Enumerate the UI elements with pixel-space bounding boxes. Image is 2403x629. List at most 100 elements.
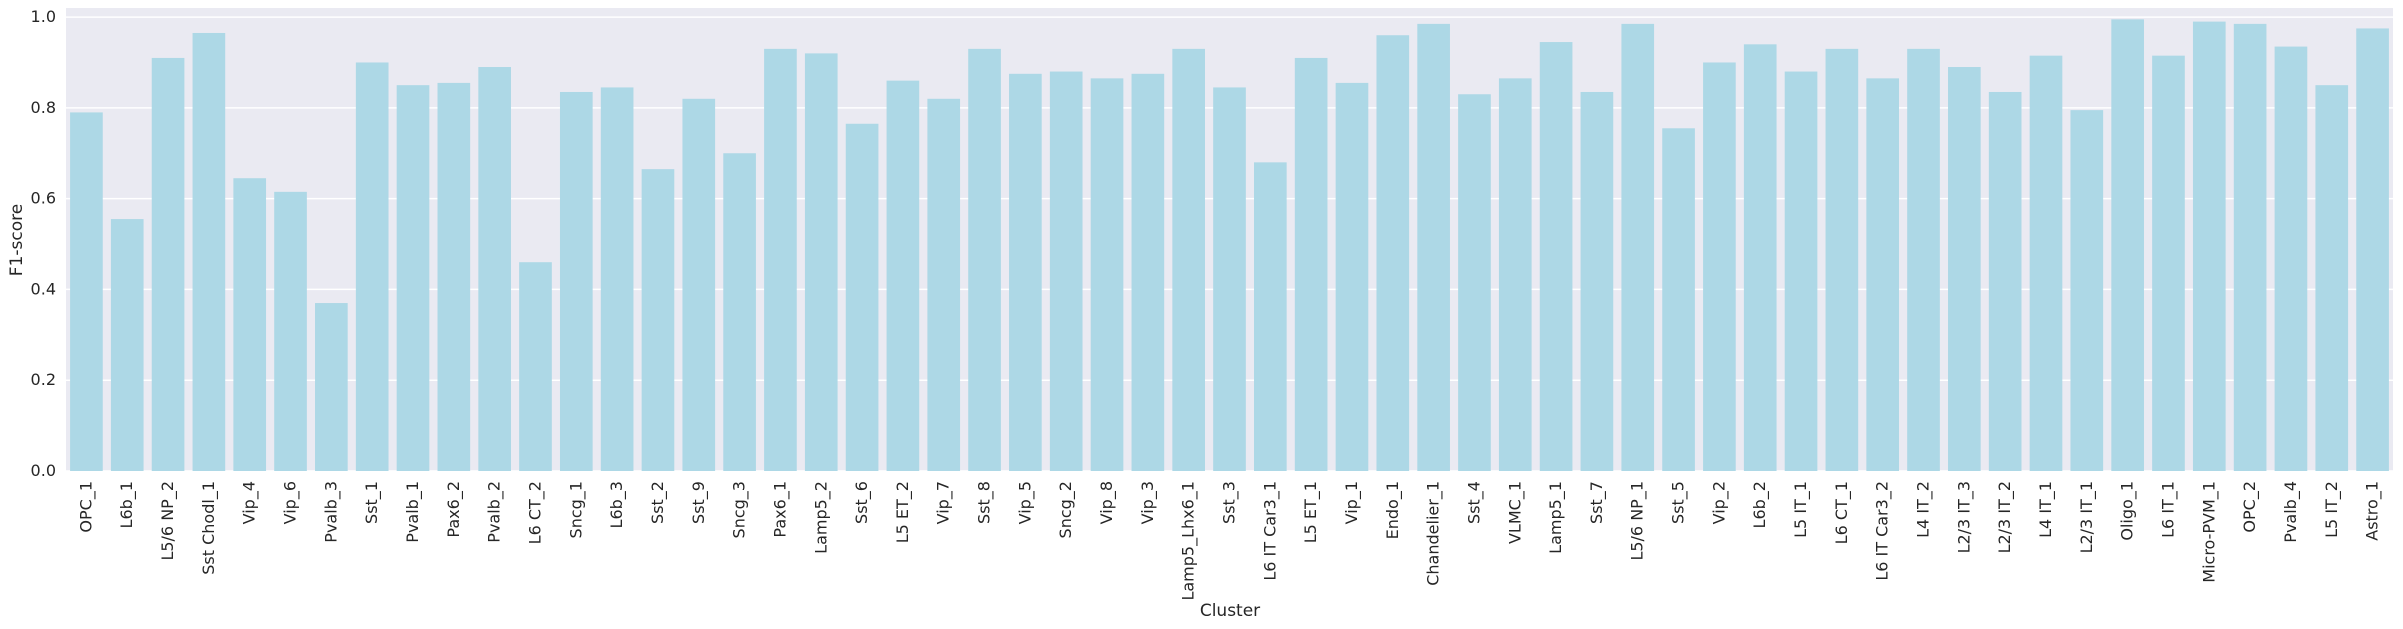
x-tick-label: Sst_5 bbox=[1669, 481, 1689, 524]
bar bbox=[70, 112, 103, 471]
x-tick-label: L6b_2 bbox=[1750, 481, 1770, 528]
bar bbox=[2152, 55, 2185, 471]
x-tick-label: Sst_1 bbox=[362, 481, 382, 524]
x-tick-label: Vip_7 bbox=[934, 481, 954, 524]
bar bbox=[845, 123, 879, 471]
bar bbox=[804, 53, 838, 472]
bar bbox=[886, 80, 920, 472]
bar bbox=[192, 32, 226, 471]
x-tick-label: L2/3 IT_2 bbox=[1995, 481, 2015, 553]
x-tick-label: Vip_8 bbox=[1097, 481, 1117, 524]
x-tick-label: L5 ET_1 bbox=[1301, 481, 1321, 543]
x-tick-label: OPC_2 bbox=[2240, 481, 2260, 533]
bar bbox=[2070, 110, 2104, 471]
x-tick-label: Sst_4 bbox=[1464, 481, 1484, 524]
x-tick-label: Lamp5_Lhx6_1 bbox=[1179, 481, 1199, 601]
bar bbox=[927, 98, 961, 472]
x-tick-label: Pvalb_3 bbox=[321, 481, 341, 543]
x-tick-label: Vip_4 bbox=[240, 481, 260, 524]
x-tick-label: Vip_5 bbox=[1015, 481, 1035, 524]
x-tick-label: L4 IT_1 bbox=[2036, 481, 2056, 538]
x-tick-label: L5 IT_1 bbox=[1791, 481, 1811, 538]
bar bbox=[1009, 73, 1042, 471]
bar bbox=[2233, 23, 2267, 471]
x-tick-label: Lamp5_1 bbox=[1546, 481, 1566, 554]
x-tick-label: L2/3 IT_3 bbox=[1954, 481, 1974, 553]
bar bbox=[2315, 85, 2349, 472]
bar bbox=[682, 98, 716, 472]
bar bbox=[274, 191, 307, 471]
bar bbox=[1172, 48, 1206, 472]
bar bbox=[1213, 87, 1246, 471]
bar bbox=[1662, 128, 1695, 471]
x-tick-label: Micro-PVM_1 bbox=[2199, 481, 2219, 583]
bar bbox=[1580, 91, 1614, 471]
bar bbox=[1049, 71, 1083, 472]
bar bbox=[1090, 78, 1124, 471]
bar bbox=[519, 262, 552, 471]
bar bbox=[723, 153, 756, 472]
y-tick-label: 0.6 bbox=[31, 189, 56, 208]
y-axis-label: F1-score bbox=[7, 204, 27, 276]
bar bbox=[1458, 94, 1491, 472]
bar bbox=[396, 85, 430, 472]
x-tick-label: Vip_3 bbox=[1138, 481, 1158, 524]
y-tick-label: 0.0 bbox=[31, 461, 56, 480]
bar bbox=[1825, 48, 1859, 472]
x-tick-label: Lamp5_2 bbox=[811, 481, 831, 554]
x-tick-label: Vip_2 bbox=[1709, 481, 1729, 524]
x-tick-label: Sst_7 bbox=[1587, 481, 1607, 524]
x-tick-label: Pvalb_4 bbox=[2281, 481, 2301, 543]
bars bbox=[70, 19, 2389, 472]
bar bbox=[1988, 91, 2022, 471]
bar bbox=[110, 219, 144, 471]
bar bbox=[1131, 73, 1165, 471]
y-tick-label: 1.0 bbox=[31, 7, 56, 26]
bar bbox=[1866, 78, 1900, 471]
x-tick-label: Sst_6 bbox=[852, 481, 872, 524]
bar bbox=[1784, 71, 1818, 472]
bar bbox=[1376, 35, 1410, 472]
x-tick-label: Pvalb_1 bbox=[403, 481, 423, 543]
x-tick-label: Sncg_2 bbox=[1056, 481, 1076, 538]
x-tick-label: L6 CT_2 bbox=[525, 481, 545, 544]
bar bbox=[1335, 82, 1369, 471]
x-tick-label: Chandelier_1 bbox=[1424, 481, 1444, 586]
x-tick-label: L5/6 NP_2 bbox=[158, 481, 178, 561]
bar bbox=[478, 67, 511, 472]
bar bbox=[2274, 46, 2308, 471]
x-tick-label: Sst_2 bbox=[648, 481, 668, 524]
bar bbox=[2192, 21, 2226, 472]
x-tick-label: L6 IT_1 bbox=[2158, 481, 2178, 538]
y-tick-label: 0.2 bbox=[31, 370, 56, 389]
x-tick-label: L5 ET_2 bbox=[893, 481, 913, 543]
x-tick-label: OPC_1 bbox=[76, 481, 96, 533]
y-tick-label: 0.8 bbox=[31, 98, 56, 117]
x-tick-label: Vip_1 bbox=[1342, 481, 1362, 524]
x-tick-label: Sst_8 bbox=[975, 481, 995, 524]
x-tick-label: Vip_6 bbox=[281, 481, 301, 524]
x-tick-label: L5/6 NP_1 bbox=[1628, 481, 1648, 561]
bar bbox=[2029, 55, 2063, 471]
x-axis-label: Cluster bbox=[1200, 601, 1260, 621]
x-tick-label: VLMC_1 bbox=[1505, 481, 1525, 544]
bar bbox=[1253, 162, 1287, 472]
bar bbox=[764, 48, 797, 472]
x-tick-label: Sst_9 bbox=[689, 481, 709, 524]
bar bbox=[641, 169, 675, 471]
bar bbox=[151, 57, 185, 472]
bar bbox=[600, 87, 634, 471]
x-tick-label: L5 IT_2 bbox=[2322, 481, 2342, 538]
bar bbox=[1294, 57, 1328, 472]
x-tick-label: Pax6_2 bbox=[444, 481, 464, 538]
bar bbox=[1743, 44, 1777, 472]
bar bbox=[968, 48, 1001, 472]
bar bbox=[315, 303, 348, 471]
x-tick-labels: OPC_1 L6b_1 L5/6 NP_2 Sst Chodl_1 Vip_4 Vip_6… bbox=[76, 481, 2382, 601]
x-tick-label: L6b_1 bbox=[117, 481, 137, 528]
y-tick-label: 0.4 bbox=[31, 279, 56, 298]
bar bbox=[2356, 28, 2389, 471]
x-tick-label: L6 CT_1 bbox=[1832, 481, 1852, 544]
bar bbox=[1498, 78, 1532, 471]
